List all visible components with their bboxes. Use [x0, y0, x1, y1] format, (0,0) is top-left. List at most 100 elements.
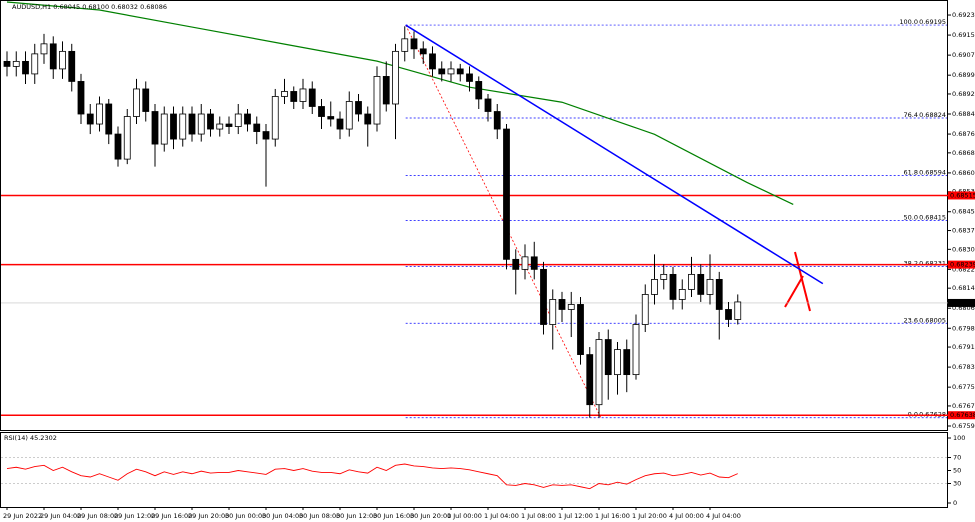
rsi-tick-label: 50: [953, 467, 961, 475]
candle-body: [392, 50, 399, 105]
y-tick-label: 0.67595: [952, 422, 975, 430]
candle-body: [530, 256, 538, 270]
chart-title: AUDUSD,H1 0.68045 0.68100 0.68032 0.6808…: [12, 3, 167, 11]
y-tick-label: 0.68065: [952, 304, 975, 312]
candle-body: [31, 53, 39, 75]
candle-body: [604, 339, 612, 376]
candle-body: [299, 88, 307, 102]
candle-body: [179, 113, 187, 140]
fib-ratio: 38.2: [904, 260, 918, 268]
candle-body: [401, 38, 409, 52]
candle-body: [318, 106, 325, 117]
y-tick-label: 0.67675: [952, 402, 975, 410]
last-price-label: 0.68086: [950, 299, 975, 307]
x-tick-label: 30 Jun 04:00: [262, 512, 303, 520]
candle-body: [438, 68, 446, 75]
candle-body: [419, 48, 427, 55]
candle-body: [160, 113, 168, 145]
fib-price: 0.68005: [919, 316, 946, 324]
candle-body: [373, 76, 381, 125]
x-tick-label: 29 Jun 20:00: [188, 512, 229, 520]
candle-body: [364, 113, 372, 125]
x-tick-label: 30 Jun 20:00: [410, 512, 451, 520]
candle-body: [456, 68, 464, 75]
fib-price: 0.69195: [919, 18, 946, 26]
candle-body: [271, 96, 279, 140]
candle-body: [253, 123, 261, 132]
candle-body: [22, 60, 29, 75]
candle-body: [641, 294, 649, 325]
fib-ratio: 61.8: [904, 169, 918, 177]
y-tick-label: 0.68685: [952, 149, 975, 157]
sr-price-label: 0.67638: [950, 411, 975, 419]
candle-body: [123, 116, 131, 160]
candle-body: [678, 289, 686, 300]
y-tick-label: 0.69155: [952, 31, 975, 39]
candle-body: [86, 113, 94, 125]
candle-body: [586, 354, 594, 406]
sr-price-box: [948, 260, 975, 269]
x-tick-label: 4 Jul 04:00: [706, 512, 741, 520]
candle-body: [475, 81, 483, 100]
candle-body: [706, 278, 714, 295]
candle-body: [651, 278, 658, 295]
candle-body: [466, 73, 473, 82]
candle-body: [429, 53, 436, 70]
x-tick-label: 29 Jun 04:00: [40, 512, 81, 520]
candle-body: [669, 273, 677, 300]
candle-body: [355, 101, 362, 115]
candle-body: [290, 91, 298, 102]
fib-ratio: 50.0: [904, 214, 918, 222]
arrow-down: [794, 251, 811, 312]
x-tick-label: 29 Jun 08:00: [77, 512, 118, 520]
candle-body: [558, 299, 566, 310]
sr-price-label: 0.68239: [950, 261, 975, 269]
y-tick-label: 0.68605: [952, 169, 975, 177]
x-tick-label: 30 Jun 12:00: [336, 512, 377, 520]
candle-body: [484, 98, 492, 112]
candle-body: [68, 50, 76, 82]
candle-body: [503, 128, 510, 260]
x-tick-label: 1 Jul 08:00: [521, 512, 556, 520]
x-tick-label: 1 Jul 00:00: [447, 512, 482, 520]
fib-price: 0.68594: [919, 169, 946, 177]
candle-body: [142, 88, 150, 112]
candle-body: [521, 256, 529, 270]
candle-body: [410, 38, 418, 50]
fib-price: 0.68824: [919, 111, 946, 119]
candle-body: [577, 304, 584, 355]
candle-body: [77, 81, 85, 115]
arrow-up: [784, 275, 804, 308]
candle-body: [308, 88, 316, 107]
y-tick-label: 0.68145: [952, 284, 975, 292]
candle-body: [3, 60, 11, 67]
x-tick-label: 30 Jun 16:00: [373, 512, 414, 520]
x-tick-label: 29 Jun 16:00: [151, 512, 192, 520]
y-tick-label: 0.69075: [952, 51, 975, 59]
candle-body: [688, 273, 695, 290]
y-tick-label: 0.69235: [952, 11, 975, 19]
candle-body: [567, 304, 575, 310]
candle-body: [614, 349, 621, 376]
fib-ratio: 23.6: [904, 316, 918, 324]
candle-body: [49, 43, 57, 70]
x-tick-label: 1 Jul 12:00: [558, 512, 593, 520]
candle-body: [12, 60, 20, 67]
rsi-line: [6, 463, 738, 490]
candle-body: [715, 278, 723, 310]
candle-body: [734, 301, 742, 320]
candle-body: [244, 113, 251, 125]
x-tick-label: 4 Jul 00:00: [669, 512, 704, 520]
candle-body: [262, 131, 270, 140]
swing-line: [405, 24, 602, 418]
candle-body: [336, 118, 344, 130]
candle-body: [40, 43, 48, 55]
candle-body: [447, 68, 455, 75]
price-panel: [0, 0, 948, 431]
